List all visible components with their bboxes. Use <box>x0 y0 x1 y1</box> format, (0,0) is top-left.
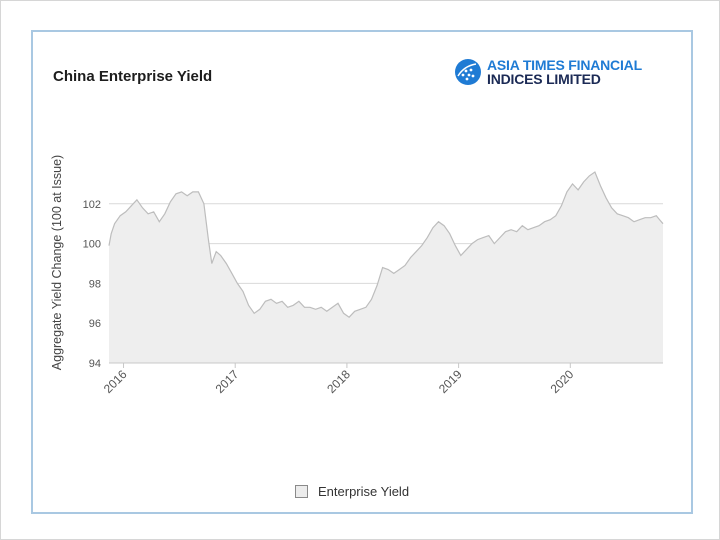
y-tick-label: 102 <box>83 199 101 211</box>
chart-card: China Enterprise Yield ASIA TIMES FINANC… <box>31 30 693 514</box>
brand-logo-icon <box>455 59 481 85</box>
x-tick-label: 2017 <box>213 367 242 396</box>
y-axis-title: Aggregate Yield Change (100 at Issue) <box>50 155 64 370</box>
x-tick-label: 2019 <box>436 367 465 396</box>
brand-logo-line1: ASIA TIMES FINANCIAL <box>487 57 642 73</box>
series-line-enterprise-yield <box>108 171 664 318</box>
x-tick-label: 2016 <box>101 367 130 396</box>
y-tick-label: 100 <box>83 239 101 251</box>
legend-swatch <box>295 484 308 498</box>
x-axis-ticks: 2016 2017 2018 2019 2020 <box>101 363 577 396</box>
y-tick-label: 98 <box>89 278 101 290</box>
series-area-enterprise-yield <box>109 172 663 363</box>
chart-title: China Enterprise Yield <box>53 68 213 85</box>
legend-item-enterprise-yield[interactable]: Enterprise Yield <box>295 482 409 500</box>
y-tick-label: 96 <box>89 318 101 330</box>
brand-logo: ASIA TIMES FINANCIAL INDICES LIMITED <box>454 56 664 88</box>
y-axis-ticks: 94 96 98 100 102 <box>83 199 101 370</box>
chart-plot: 94 96 98 100 102 2016 2017 2018 2019 2020 Aggreg… <box>50 155 664 396</box>
legend-label: Enterprise Yield <box>318 483 410 499</box>
x-tick-label: 2020 <box>548 367 577 396</box>
x-tick-label: 2018 <box>324 367 353 396</box>
brand-logo-line2: INDICES LIMITED <box>487 71 601 87</box>
y-tick-label: 94 <box>89 358 101 370</box>
